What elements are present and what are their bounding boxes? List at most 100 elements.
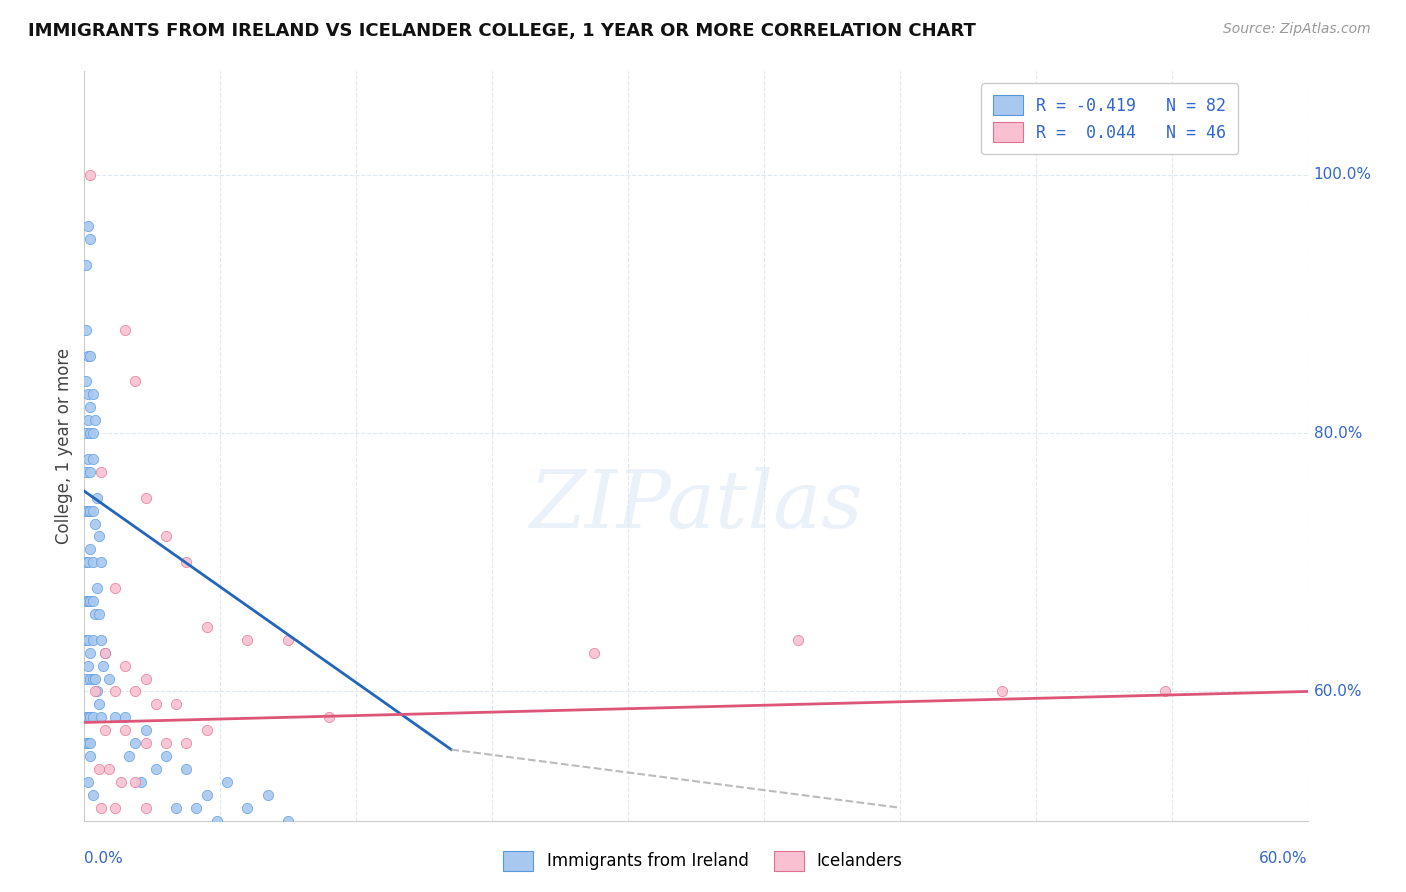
Legend: R = -0.419   N = 82, R =  0.044   N = 46: R = -0.419 N = 82, R = 0.044 N = 46: [981, 84, 1239, 154]
Point: [135, 491, 157, 505]
Point: [97, 672, 120, 686]
Point: [77, 710, 100, 724]
Point: [79, 426, 101, 441]
Point: [1154, 684, 1177, 698]
Text: 60.0%: 60.0%: [1260, 851, 1308, 866]
Point: [82, 672, 104, 686]
Text: 80.0%: 80.0%: [1313, 425, 1362, 441]
Point: [82, 451, 104, 466]
Point: [277, 632, 299, 647]
Point: [77, 349, 100, 363]
Point: [77, 632, 100, 647]
Point: [114, 710, 136, 724]
Point: [83, 516, 105, 531]
Point: [87, 698, 110, 712]
Point: [110, 775, 132, 789]
Point: [79, 349, 101, 363]
Point: [205, 814, 228, 828]
Point: [79, 232, 101, 246]
Point: [75, 426, 97, 441]
Point: [77, 387, 100, 401]
Point: [135, 723, 157, 738]
Point: [93, 723, 115, 738]
Point: [75, 375, 97, 389]
Point: [135, 801, 157, 815]
Point: [90, 555, 112, 569]
Point: [77, 736, 100, 750]
Point: [86, 581, 108, 595]
Point: [90, 632, 112, 647]
Point: [104, 852, 127, 866]
Point: [77, 503, 100, 517]
Point: [174, 736, 197, 750]
Point: [75, 465, 97, 479]
Y-axis label: College, 1 year or more: College, 1 year or more: [55, 348, 73, 544]
Point: [787, 632, 810, 647]
Point: [82, 632, 104, 647]
Point: [77, 658, 100, 673]
Point: [195, 620, 218, 634]
Point: [75, 258, 97, 272]
Point: [91, 658, 114, 673]
Point: [82, 594, 104, 608]
Point: [195, 723, 218, 738]
Text: 100.0%: 100.0%: [1313, 167, 1372, 182]
Point: [79, 736, 101, 750]
Point: [155, 736, 177, 750]
Point: [186, 801, 208, 815]
Point: [174, 762, 197, 776]
Point: [77, 219, 100, 234]
Point: [79, 710, 101, 724]
Point: [79, 594, 101, 608]
Point: [75, 555, 97, 569]
Point: [93, 646, 115, 660]
Point: [195, 788, 218, 802]
Point: [165, 698, 187, 712]
Point: [86, 491, 108, 505]
Point: [118, 749, 141, 764]
Point: [82, 503, 104, 517]
Point: [145, 762, 167, 776]
Point: [236, 632, 259, 647]
Point: [83, 413, 105, 427]
Point: [77, 775, 100, 789]
Point: [90, 710, 112, 724]
Point: [124, 736, 146, 750]
Text: ZIPatlas: ZIPatlas: [529, 467, 863, 545]
Point: [79, 749, 101, 764]
Point: [75, 503, 97, 517]
Point: [82, 710, 104, 724]
Point: [165, 801, 187, 815]
Point: [236, 801, 259, 815]
Point: [77, 594, 100, 608]
Point: [79, 672, 101, 686]
Point: [135, 672, 157, 686]
Point: [79, 168, 101, 182]
Point: [75, 632, 97, 647]
Point: [124, 852, 146, 866]
Point: [114, 723, 136, 738]
Point: [114, 323, 136, 337]
Point: [97, 762, 120, 776]
Point: [82, 426, 104, 441]
Point: [79, 646, 101, 660]
Point: [83, 684, 105, 698]
Point: [318, 710, 340, 724]
Point: [75, 594, 97, 608]
Point: [124, 775, 146, 789]
Point: [217, 775, 239, 789]
Point: [83, 607, 105, 621]
Point: [135, 891, 157, 892]
Point: [90, 801, 112, 815]
Point: [155, 749, 177, 764]
Point: [75, 323, 97, 337]
Point: [93, 646, 115, 660]
Point: [79, 542, 101, 557]
Legend: Immigrants from Ireland, Icelanders: Immigrants from Ireland, Icelanders: [495, 842, 911, 880]
Point: [257, 788, 280, 802]
Point: [87, 529, 110, 543]
Point: [87, 607, 110, 621]
Point: [79, 401, 101, 415]
Point: [77, 413, 100, 427]
Point: [82, 788, 104, 802]
